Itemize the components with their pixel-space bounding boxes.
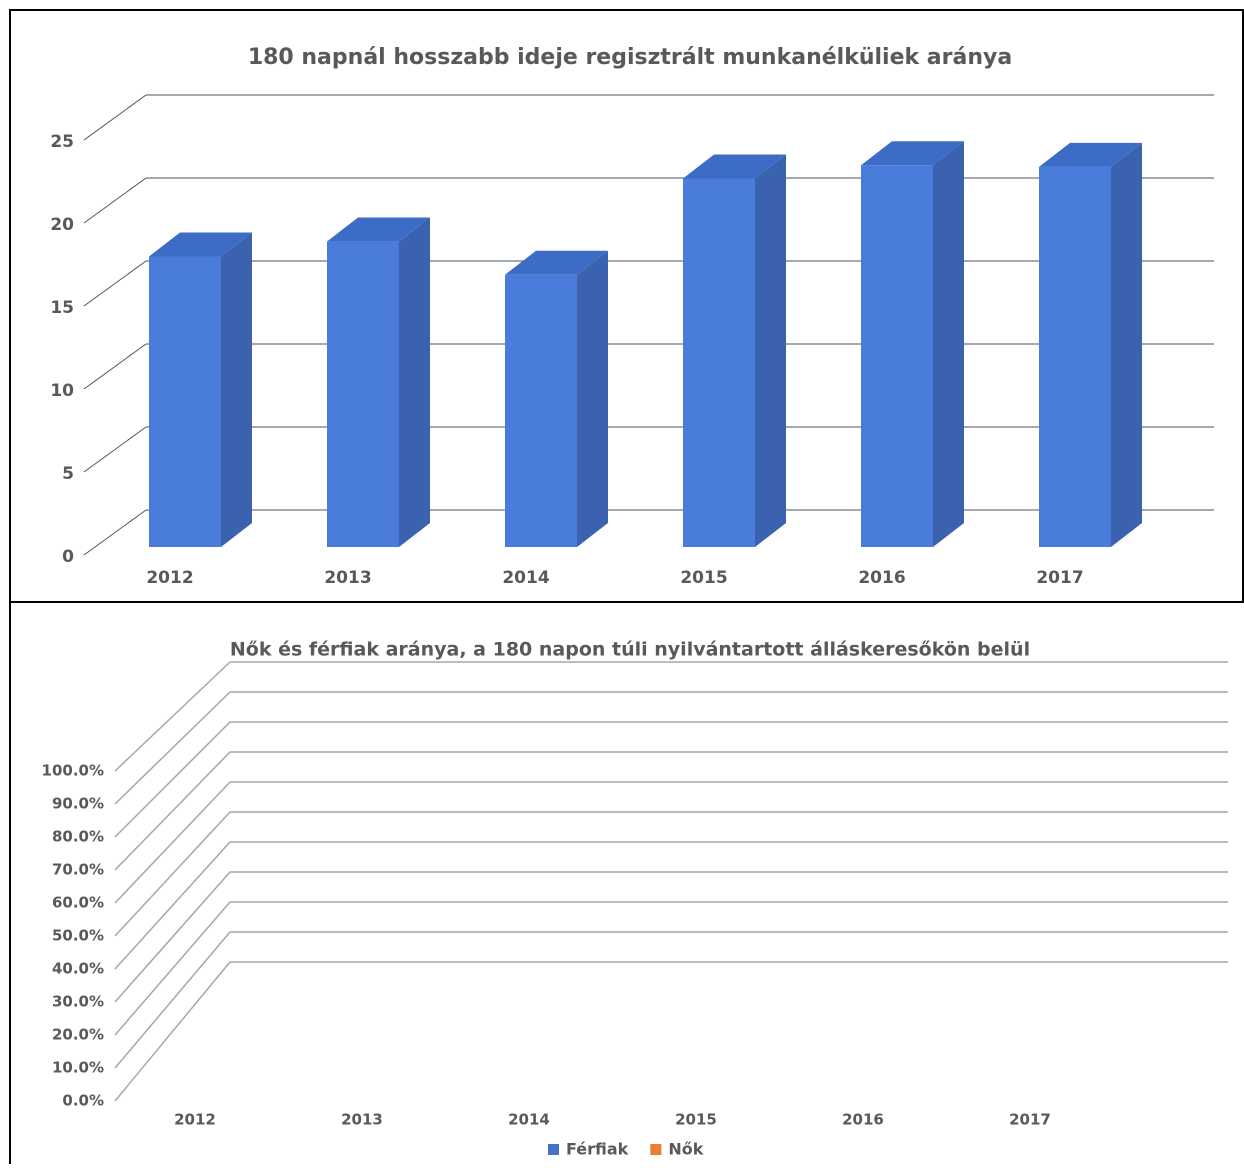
bar <box>327 241 399 547</box>
y-tick-label: 0 <box>62 547 74 567</box>
bar-top <box>327 217 430 242</box>
x-tick-label: 2015 <box>675 1111 717 1129</box>
grid-line <box>114 721 231 838</box>
x-tick-label: 2014 <box>502 568 549 588</box>
bar-top <box>149 232 252 257</box>
grid-line <box>114 781 231 904</box>
y-tick-label: 15 <box>50 298 74 318</box>
bar <box>1039 166 1111 548</box>
grid-line <box>83 94 147 141</box>
bar-side <box>399 217 430 547</box>
x-tick-label: 2012 <box>146 568 193 588</box>
x-tick-label: 2012 <box>174 1111 216 1129</box>
y-tick-label: 10 <box>50 381 74 401</box>
bar <box>149 256 221 547</box>
y-tick-label: 20 <box>50 215 74 235</box>
grid-line <box>114 661 231 772</box>
legend-label: Férfiak <box>566 1140 629 1159</box>
x-tick-label: 2017 <box>1036 568 1083 588</box>
bar-top <box>1039 142 1142 167</box>
bar-top <box>683 154 786 179</box>
y-tick-label: 50.0% <box>52 927 104 945</box>
chart-title: 180 napnál hosszabb ideje regisztrált mu… <box>248 45 1012 70</box>
y-tick-label: 90.0% <box>52 795 104 813</box>
bar-top <box>861 141 964 166</box>
y-tick-label: 60.0% <box>52 894 104 912</box>
y-tick-label: 5 <box>62 464 74 484</box>
legend-swatch <box>548 1144 559 1155</box>
bar <box>505 274 577 547</box>
grid-line <box>83 343 147 390</box>
grid-line <box>114 931 231 1069</box>
grid-line <box>114 691 231 805</box>
y-tick-label: 30.0% <box>52 993 104 1011</box>
x-tick-label: 2015 <box>680 568 727 588</box>
x-tick-label: 2016 <box>842 1111 884 1129</box>
y-tick-label: 70.0% <box>52 861 104 879</box>
grid-line <box>114 961 231 1102</box>
x-tick-label: 2013 <box>341 1111 383 1129</box>
grid-line <box>83 426 147 473</box>
bar <box>683 178 755 548</box>
x-tick-label: 2017 <box>1009 1111 1051 1129</box>
y-tick-label: 20.0% <box>52 1026 104 1044</box>
bar-top <box>505 250 608 275</box>
chart-border <box>9 9 1244 603</box>
legend-swatch <box>650 1144 662 1155</box>
chart-title: Nők és férfiak aránya, a 180 napon túli … <box>230 639 1030 661</box>
y-tick-label: 10.0% <box>52 1059 104 1077</box>
x-tick-label: 2013 <box>324 568 371 588</box>
y-tick-label: 25 <box>50 132 74 152</box>
bar-side <box>1111 142 1142 548</box>
grid-line <box>114 841 231 970</box>
bar-side <box>933 141 964 547</box>
bar-side <box>221 232 252 547</box>
grid-line <box>114 751 231 871</box>
grid-line <box>114 871 231 1003</box>
bar-side <box>755 154 786 548</box>
grid-line <box>83 177 147 224</box>
grid-line <box>83 509 147 556</box>
x-tick-label: 2016 <box>858 568 905 588</box>
x-tick-label: 2014 <box>508 1111 550 1129</box>
grid-line <box>114 811 231 937</box>
y-tick-label: 100.0% <box>42 762 104 780</box>
y-tick-label: 40.0% <box>52 960 104 978</box>
bar <box>861 165 933 547</box>
grid-line <box>114 901 231 1036</box>
y-tick-label: 80.0% <box>52 828 104 846</box>
bar-side <box>577 250 608 547</box>
y-tick-label: 0.0% <box>62 1092 104 1110</box>
legend-label: Nők <box>668 1140 703 1159</box>
grid-line <box>83 260 147 307</box>
